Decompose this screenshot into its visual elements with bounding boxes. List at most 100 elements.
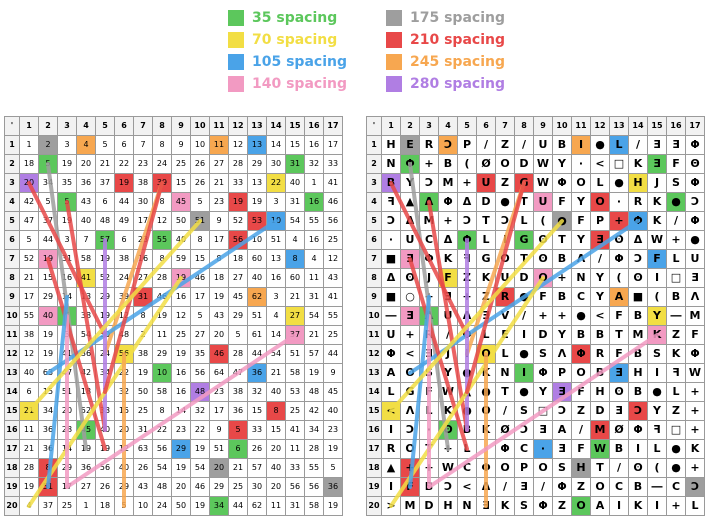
legend-item: 280 spacing <box>386 74 505 94</box>
grid-cell: 44 <box>247 344 267 364</box>
grid-cell: I <box>381 477 401 497</box>
grid-cell: 21 <box>19 268 39 288</box>
grid-cell: ● <box>552 211 572 231</box>
column-header: 14 <box>266 116 286 136</box>
legend-swatch <box>228 76 244 92</box>
grid-cell: B <box>552 287 572 307</box>
grid-cell: M <box>438 173 458 193</box>
grid-cell: 19 <box>228 192 248 212</box>
grid-cell: 2 <box>133 325 153 345</box>
grid-cell: 46 <box>190 477 210 497</box>
grid-cell: F <box>419 382 439 402</box>
column-header: 3 <box>57 116 77 136</box>
grid-cell: 9 <box>323 363 343 383</box>
column-header: 15 <box>285 116 305 136</box>
grid-cell: K <box>476 420 496 440</box>
grid-cell: O <box>590 192 610 212</box>
grid-cell: 56 <box>285 477 305 497</box>
grid-cell: Φ <box>476 458 496 478</box>
grid-cell: / <box>533 477 553 497</box>
grid-cell: + <box>609 211 629 231</box>
row-header: 15 <box>4 401 20 421</box>
grid-cell: 10 <box>190 135 210 155</box>
grid-cell: 50 <box>171 496 191 516</box>
column-header: 11 <box>209 116 229 136</box>
grid-cell: 24 <box>95 344 115 364</box>
grid-cell: 54 <box>266 344 286 364</box>
grid-cell: Ǝ <box>438 287 458 307</box>
grid-cell: Φ <box>457 230 477 250</box>
grid-cell: ● <box>514 287 534 307</box>
grid-cell: + <box>457 287 477 307</box>
column-header: 7 <box>133 116 153 136</box>
grid-cell: 16 <box>304 230 324 250</box>
grid-cell: 14 <box>57 439 77 459</box>
grid-cell: S <box>419 363 439 383</box>
grid-cell: Z <box>495 173 515 193</box>
grid-cell: 33 <box>95 401 115 421</box>
grid-row: 17 R O T + L · Φ C · Ǝ F W B I L ● K <box>366 439 705 459</box>
grid-cell: 19 <box>133 363 153 383</box>
grid-cell: Ǝ <box>476 306 496 326</box>
grid-cell: 8 <box>152 401 172 421</box>
grid-cell: 28 <box>228 344 248 364</box>
grid-cell: 8 <box>152 192 172 212</box>
grid-cell: 59 <box>171 249 191 269</box>
row-header: 19 <box>4 477 20 497</box>
grid-row: 3 B Y Ɔ M + U Z G W Φ O L ● H J S Φ <box>366 173 705 193</box>
grid-cell: R <box>628 192 648 212</box>
grid-cell: K <box>666 344 686 364</box>
row-header: 20 <box>366 496 382 516</box>
grid-cell: M <box>419 211 439 231</box>
grid-cell: B <box>457 420 477 440</box>
grid-cell: R <box>419 135 439 155</box>
grid-cell: 36 <box>323 477 343 497</box>
grid-cell: 19 <box>114 173 134 193</box>
grid-cell: 40 <box>38 306 58 326</box>
grid-cell: 54 <box>76 325 96 345</box>
grid-cell: 20 <box>171 477 191 497</box>
grid-cell: 38 <box>19 325 39 345</box>
grid-cell: 31 <box>133 420 153 440</box>
grid-row: 15 21 34 20 52 33 15 25 8 14 32 17 36 15 8 25 42 40 <box>4 401 343 421</box>
grid-cell: 21 <box>228 458 248 478</box>
legend-item: 210 spacing <box>386 30 505 50</box>
grid-cell: 42 <box>19 192 39 212</box>
grid-cell: 7 <box>133 135 153 155</box>
grid-cell: L <box>476 325 496 345</box>
grid-cell: 54 <box>285 211 305 231</box>
grid-cell: 3 <box>266 287 286 307</box>
grid-cell: U <box>400 230 420 250</box>
grid-cell: 19 <box>95 439 115 459</box>
grid-cell: 45 <box>76 420 96 440</box>
legend-item: 245 spacing <box>386 52 505 72</box>
column-header: 13 <box>247 116 267 136</box>
grid-cell: 14 <box>57 287 77 307</box>
cipher-grid: ' 1 2 3 4 5 6 7 8 9 10 11 12 13 14 15 16 17 1 H E R Ɔ P / Z / U B I ● L… <box>366 116 705 516</box>
grid-cell: P <box>552 363 572 383</box>
grid-cell: D <box>419 496 439 516</box>
grid-cell: ■ <box>381 249 401 269</box>
grid-cell: Δ <box>419 192 439 212</box>
legend-label: 245 spacing <box>410 54 505 70</box>
grid-cell: 52 <box>76 401 96 421</box>
grid-cell: / <box>438 325 458 345</box>
grid-cell: 4 <box>76 135 96 155</box>
grid-cell: 56 <box>304 477 324 497</box>
column-header: 4 <box>76 116 96 136</box>
grid-cell: + <box>400 325 420 345</box>
grid-cell: F <box>609 344 629 364</box>
grid-cell: 10 <box>247 230 267 250</box>
grid-cell: ● <box>457 363 477 383</box>
grid-cell: < <box>457 477 477 497</box>
grid-cell: F <box>666 154 686 174</box>
grid-cell: 40 <box>247 268 267 288</box>
grid-cell: 51 <box>190 211 210 231</box>
grid-cell: 3 <box>57 135 77 155</box>
grid-row: 4 ꟻ ▲ Δ Φ Δ D ● T U F Y O · R K ● Ɔ <box>366 192 705 212</box>
grid-cell: 58 <box>285 363 305 383</box>
grid-cell: 47 <box>57 363 77 383</box>
grid-cell: W <box>438 458 458 478</box>
grid-cell: Φ <box>685 344 705 364</box>
grid-cell: 17 <box>57 477 77 497</box>
